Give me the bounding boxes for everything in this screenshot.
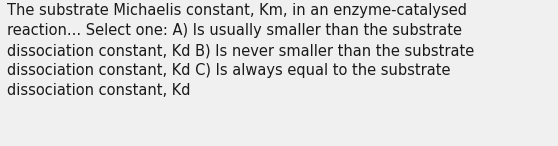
Text: The substrate Michaelis constant, Km, in an enzyme-catalysed
reaction... Select : The substrate Michaelis constant, Km, in… [7,3,474,98]
